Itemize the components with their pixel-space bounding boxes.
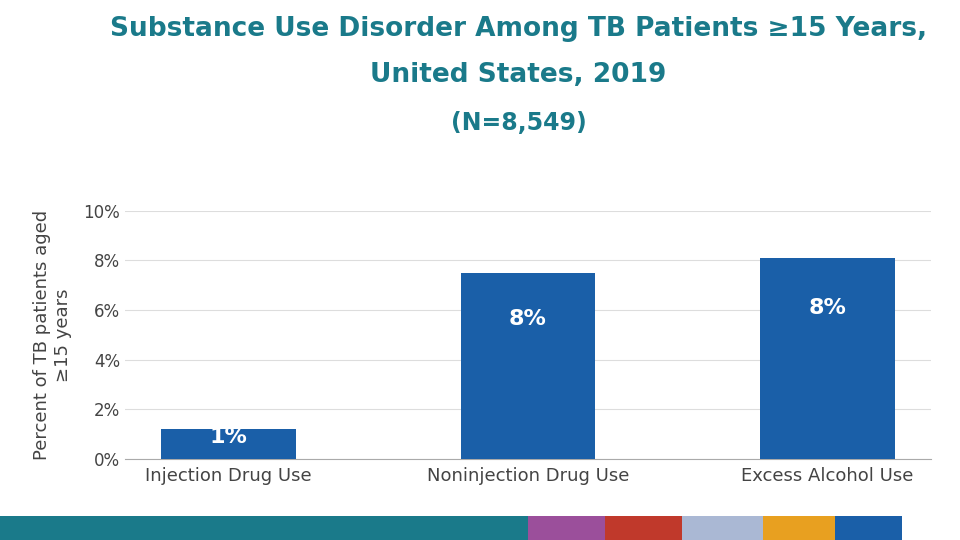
Text: 8%: 8%: [808, 298, 846, 318]
Y-axis label: Percent of TB patients aged
≥15 years: Percent of TB patients aged ≥15 years: [34, 210, 72, 460]
Text: United States, 2019: United States, 2019: [371, 62, 666, 88]
Text: 1%: 1%: [210, 427, 248, 447]
Text: 8%: 8%: [509, 309, 547, 329]
Bar: [461, 273, 595, 459]
Bar: [161, 429, 296, 459]
Text: Substance Use Disorder Among TB Patients ≥15 Years,: Substance Use Disorder Among TB Patients…: [109, 16, 927, 42]
Text: (N=8,549): (N=8,549): [450, 111, 587, 134]
Bar: [760, 258, 895, 459]
